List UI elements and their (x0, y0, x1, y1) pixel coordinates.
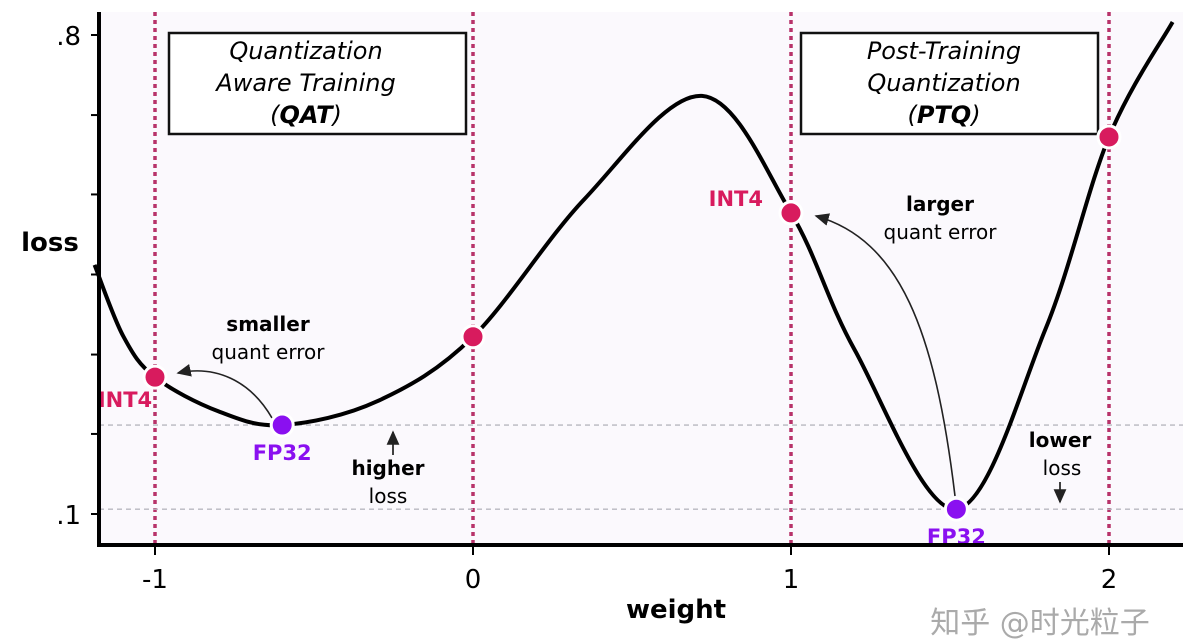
int4-point (778, 200, 804, 226)
higher-loss-label: loss (369, 484, 408, 508)
loss-curve (92, 21, 1175, 512)
quantized-point (1096, 124, 1122, 150)
lower-loss-label-bold: lower (1029, 428, 1092, 452)
point-label: INT4 (709, 187, 763, 211)
ptq-box-line1: Post-Training (867, 37, 1021, 65)
ptq-box-line2: Quantization (867, 69, 1020, 97)
point-label: INT4 (98, 388, 152, 412)
qat-error-label-bold: smaller (226, 312, 310, 336)
y-tick-label: .8 (56, 22, 81, 52)
y-tick-label: .1 (56, 501, 81, 531)
x-axis-label: weight (626, 595, 726, 625)
ptq-error-label-bold: larger (906, 192, 974, 216)
y-axis-label: loss (21, 228, 79, 258)
fp32-point (943, 496, 969, 522)
qat-box (167, 31, 468, 136)
ptq-error-label: quant error (884, 220, 998, 244)
point-label: FP32 (253, 441, 312, 465)
x-tick-label: 2 (1101, 565, 1118, 595)
ptq-box-abbr: (PTQ) (907, 101, 980, 129)
fp32-point (269, 412, 295, 438)
qat-box-abbr: (QAT) (270, 101, 342, 129)
qat-error-arrow (176, 364, 273, 419)
lower-loss-label: loss (1043, 456, 1082, 480)
x-tick-label: 0 (465, 565, 482, 595)
x-tick-label: -1 (142, 565, 168, 595)
watermark: 知乎 @时光粒子 (930, 606, 1150, 640)
qat-box-line1: Quantization (229, 37, 382, 65)
ptq-abbr: PTQ (917, 101, 971, 129)
ptq-box (799, 31, 1100, 136)
qat-box-line2: Aware Training (214, 69, 395, 97)
higher-loss-label-bold: higher (351, 456, 424, 480)
x-tick-label: 1 (783, 565, 800, 595)
qat-error-label: quant error (212, 340, 326, 364)
qat-abbr: QAT (279, 101, 334, 129)
ptq-error-arrow (814, 213, 956, 497)
int4-point (142, 364, 168, 390)
quantized-point (460, 324, 486, 350)
